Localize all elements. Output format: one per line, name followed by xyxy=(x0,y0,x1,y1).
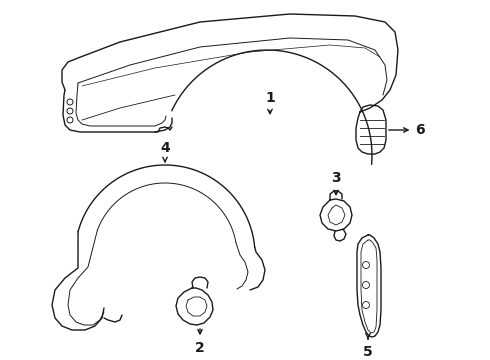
Text: 5: 5 xyxy=(363,333,373,359)
Text: 2: 2 xyxy=(195,329,205,355)
Text: 4: 4 xyxy=(160,141,170,162)
Text: 6: 6 xyxy=(389,123,425,137)
Text: 3: 3 xyxy=(331,171,341,195)
Text: 1: 1 xyxy=(265,91,275,114)
